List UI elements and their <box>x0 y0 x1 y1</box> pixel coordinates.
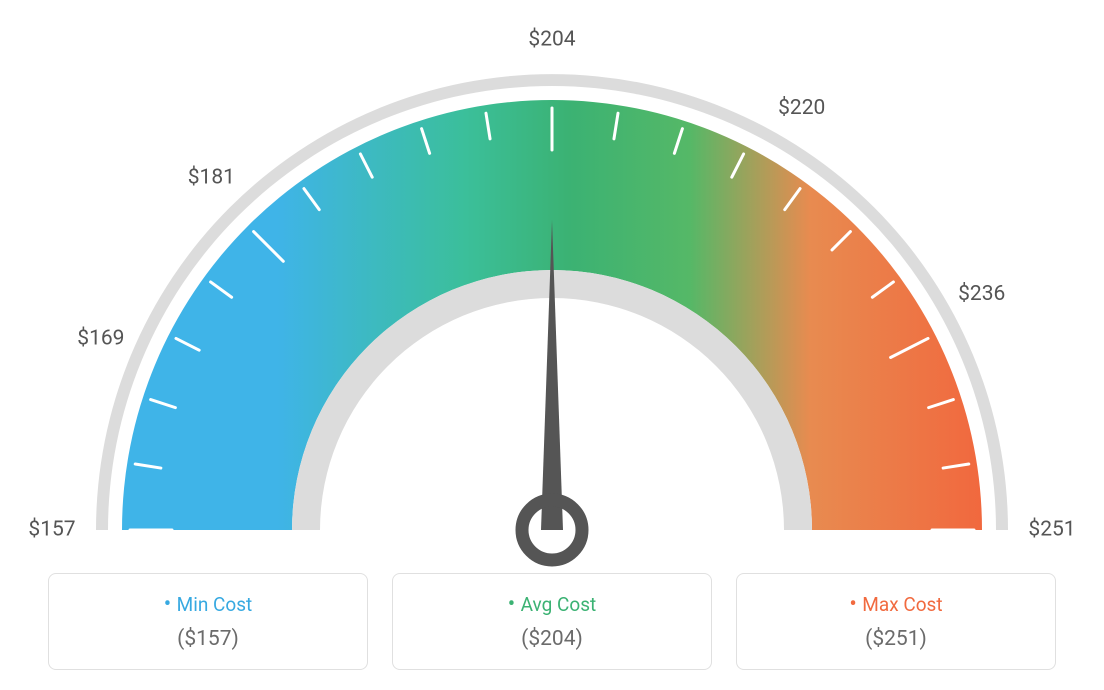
legend-row: Min Cost ($157) Avg Cost ($204) Max Cost… <box>0 573 1104 670</box>
cost-gauge: $157 $169 $181 $204 $220 $236 $251 <box>0 0 1104 570</box>
legend-card-max: Max Cost ($251) <box>736 573 1056 670</box>
legend-value-max: ($251) <box>749 627 1043 651</box>
legend-value-min: ($157) <box>61 627 355 651</box>
legend-card-avg: Avg Cost ($204) <box>392 573 712 670</box>
legend-value-avg: ($204) <box>405 627 699 651</box>
legend-label-min: Min Cost <box>61 592 355 617</box>
gauge-tick-label: $220 <box>778 96 825 120</box>
legend-label-avg: Avg Cost <box>405 592 699 617</box>
legend-card-min: Min Cost ($157) <box>48 573 368 670</box>
gauge-tick-label: $236 <box>958 282 1005 306</box>
gauge-tick-label: $169 <box>77 326 124 350</box>
gauge-tick-label: $181 <box>188 165 235 189</box>
gauge-tick-label: $204 <box>528 28 575 52</box>
gauge-tick-label: $251 <box>1028 518 1075 542</box>
legend-label-max: Max Cost <box>749 592 1043 617</box>
gauge-tick-label: $157 <box>28 518 75 542</box>
